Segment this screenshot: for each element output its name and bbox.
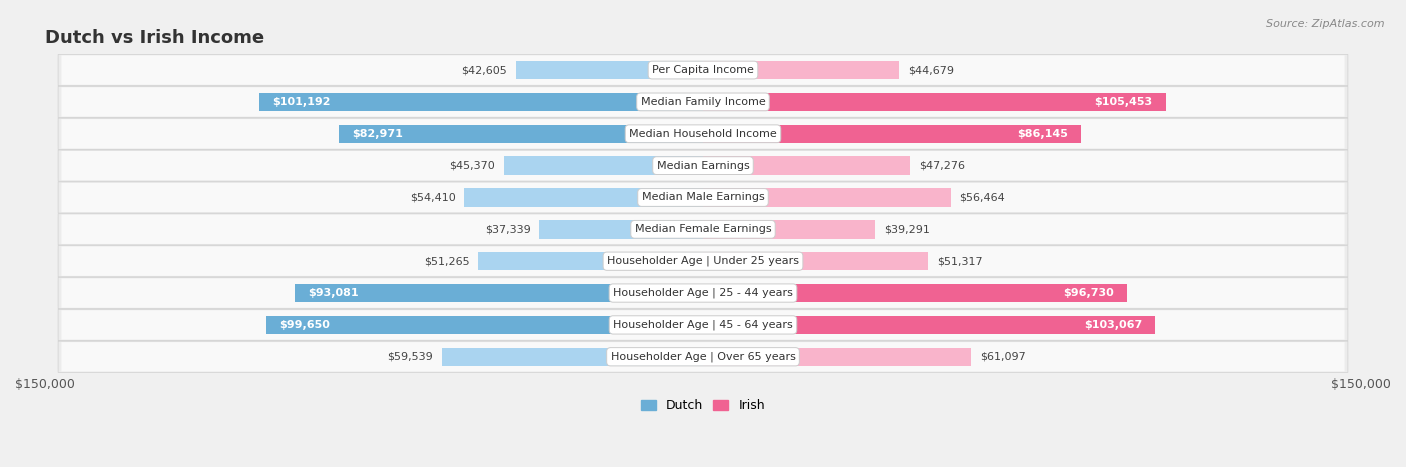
- Text: $101,192: $101,192: [273, 97, 330, 107]
- Text: Per Capita Income: Per Capita Income: [652, 65, 754, 75]
- Text: $44,679: $44,679: [908, 65, 953, 75]
- Text: $93,081: $93,081: [308, 288, 359, 298]
- FancyBboxPatch shape: [58, 55, 1348, 85]
- Bar: [703, 284, 1128, 302]
- Bar: [295, 284, 703, 302]
- FancyBboxPatch shape: [62, 119, 1344, 149]
- Bar: [703, 156, 911, 175]
- FancyBboxPatch shape: [58, 277, 1348, 309]
- Legend: Dutch, Irish: Dutch, Irish: [636, 395, 770, 417]
- Text: $51,317: $51,317: [936, 256, 983, 266]
- Bar: [503, 156, 703, 175]
- Text: $61,097: $61,097: [980, 352, 1025, 362]
- Bar: [266, 316, 703, 334]
- Bar: [441, 347, 703, 366]
- FancyBboxPatch shape: [62, 247, 1344, 276]
- Text: $54,410: $54,410: [409, 192, 456, 203]
- Bar: [703, 220, 876, 239]
- FancyBboxPatch shape: [62, 278, 1344, 308]
- FancyBboxPatch shape: [58, 309, 1348, 340]
- Text: $51,265: $51,265: [423, 256, 470, 266]
- Bar: [703, 252, 928, 270]
- Text: Median Earnings: Median Earnings: [657, 161, 749, 170]
- FancyBboxPatch shape: [58, 341, 1348, 372]
- Bar: [538, 220, 703, 239]
- Text: $86,145: $86,145: [1017, 129, 1067, 139]
- Text: Householder Age | Over 65 years: Householder Age | Over 65 years: [610, 352, 796, 362]
- Bar: [703, 61, 898, 79]
- Text: $99,650: $99,650: [278, 320, 330, 330]
- Text: Dutch vs Irish Income: Dutch vs Irish Income: [45, 29, 264, 47]
- FancyBboxPatch shape: [62, 310, 1344, 340]
- FancyBboxPatch shape: [62, 56, 1344, 85]
- Bar: [703, 316, 1156, 334]
- Text: Median Female Earnings: Median Female Earnings: [634, 224, 772, 234]
- Text: $47,276: $47,276: [920, 161, 965, 170]
- Bar: [464, 188, 703, 207]
- FancyBboxPatch shape: [62, 215, 1344, 244]
- Bar: [703, 125, 1081, 143]
- FancyBboxPatch shape: [58, 150, 1348, 181]
- Text: $59,539: $59,539: [387, 352, 433, 362]
- FancyBboxPatch shape: [62, 87, 1344, 117]
- FancyBboxPatch shape: [62, 183, 1344, 212]
- Bar: [339, 125, 703, 143]
- Bar: [703, 92, 1166, 111]
- Text: $82,971: $82,971: [352, 129, 404, 139]
- Text: Median Male Earnings: Median Male Earnings: [641, 192, 765, 203]
- FancyBboxPatch shape: [58, 86, 1348, 118]
- Text: $37,339: $37,339: [485, 224, 530, 234]
- Text: $96,730: $96,730: [1063, 288, 1114, 298]
- Text: $103,067: $103,067: [1084, 320, 1142, 330]
- Text: $56,464: $56,464: [959, 192, 1005, 203]
- Text: Source: ZipAtlas.com: Source: ZipAtlas.com: [1267, 19, 1385, 28]
- FancyBboxPatch shape: [62, 151, 1344, 180]
- Text: Median Household Income: Median Household Income: [628, 129, 778, 139]
- Text: $105,453: $105,453: [1094, 97, 1153, 107]
- Text: $39,291: $39,291: [884, 224, 929, 234]
- Text: Householder Age | 25 - 44 years: Householder Age | 25 - 44 years: [613, 288, 793, 298]
- FancyBboxPatch shape: [58, 182, 1348, 213]
- Bar: [259, 92, 703, 111]
- Bar: [516, 61, 703, 79]
- FancyBboxPatch shape: [58, 214, 1348, 245]
- FancyBboxPatch shape: [58, 246, 1348, 277]
- Text: $42,605: $42,605: [461, 65, 508, 75]
- FancyBboxPatch shape: [58, 118, 1348, 149]
- Bar: [703, 347, 972, 366]
- Text: Householder Age | 45 - 64 years: Householder Age | 45 - 64 years: [613, 319, 793, 330]
- Text: Householder Age | Under 25 years: Householder Age | Under 25 years: [607, 256, 799, 267]
- Text: $45,370: $45,370: [450, 161, 495, 170]
- FancyBboxPatch shape: [62, 342, 1344, 371]
- Text: Median Family Income: Median Family Income: [641, 97, 765, 107]
- Bar: [703, 188, 950, 207]
- Bar: [478, 252, 703, 270]
